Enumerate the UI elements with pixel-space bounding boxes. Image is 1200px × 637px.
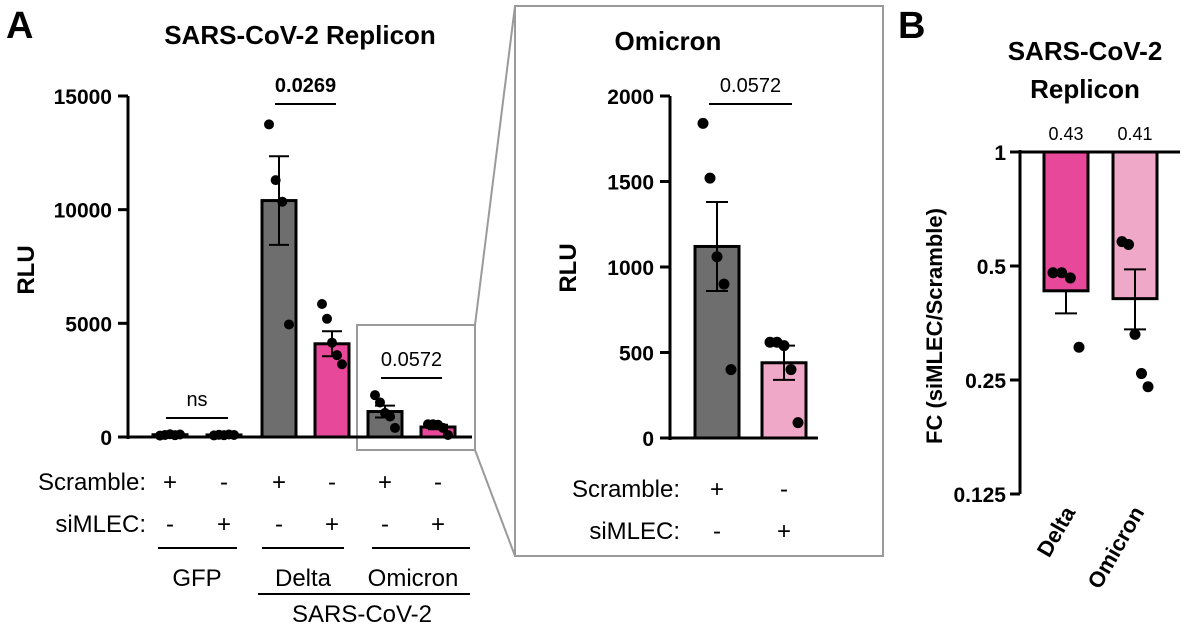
panel-b-data-point	[1129, 328, 1141, 340]
panel-a-title: SARS-CoV-2 Replicon	[164, 20, 436, 50]
panel-a-data-point	[277, 196, 288, 207]
panel-a-comparison-label: 0.0572	[381, 349, 442, 371]
panel-a-data-point	[317, 299, 327, 310]
panel-b-ytick-label: 0.125	[953, 484, 1006, 507]
panel-a-data-point	[229, 429, 239, 440]
inset-ytick-label: 2000	[607, 86, 654, 109]
panel-a-group-delta: Delta	[275, 565, 332, 592]
panel-a-data-point	[337, 359, 347, 370]
inset-row-simlec: siMLEC:	[589, 518, 680, 545]
panel-b-ytick-label: 0.25	[965, 370, 1006, 393]
panel-b-title-line1: SARS-CoV-2	[1008, 36, 1163, 66]
panel-a-scramble-sign: -	[220, 469, 228, 496]
panel-a-scramble-sign: +	[272, 469, 286, 496]
panel-a-ytick-label: 5000	[65, 313, 112, 336]
panel-a-ytick-label: 0	[100, 427, 112, 450]
panel-a-comparison-label: ns	[186, 389, 207, 411]
inset-comparison-label: 0.0572	[720, 75, 781, 97]
panel-a-simlec-sign: -	[381, 511, 389, 538]
panel-b-data-point	[1123, 238, 1134, 250]
panel-a-data-point	[175, 429, 185, 440]
panel-b-category-label: Omicron	[1082, 502, 1149, 593]
panel-a-row-simlec: siMLEC:	[55, 511, 146, 538]
panel-b-data-point	[1136, 368, 1147, 380]
panel-a-simlec-sign: +	[217, 511, 231, 538]
panel-a-ytick-label: 15000	[54, 86, 112, 109]
inset-ytick-label: 1500	[607, 172, 654, 195]
panel-a-scramble-sign: +	[378, 469, 392, 496]
panel-a-data-point	[270, 175, 281, 186]
panel-a-data-point	[385, 411, 395, 422]
panel-a-group-gfp: GFP	[172, 565, 221, 592]
panel-b-data-point	[1047, 267, 1059, 279]
panel-a-group-omicron: Omicron	[368, 565, 459, 592]
panel-a-comparison-label: 0.0269	[275, 75, 336, 97]
panel-label-b: B	[898, 5, 925, 47]
panel-a-simlec-sign: -	[166, 511, 174, 538]
panel-a-data-point	[375, 397, 385, 408]
inset-title: Omicron	[615, 26, 722, 56]
panel-a-simlec-sign: +	[325, 511, 339, 538]
panel-a-data-point	[332, 350, 342, 361]
panel-a-data-point	[327, 337, 337, 348]
inset-scramble-sign: +	[710, 476, 724, 503]
panel-a-simlec-sign: -	[275, 511, 283, 538]
panel-a-row-scramble: Scramble:	[38, 469, 146, 496]
inset-connector-bottom	[474, 449, 516, 557]
panel-b-category-label: Delta	[1032, 501, 1081, 561]
panel-a-data-point	[390, 422, 400, 433]
panel-a-data-point	[284, 319, 294, 330]
inset-data-point	[704, 172, 716, 184]
inset-simlec-sign: -	[713, 518, 721, 545]
inset-data-point	[785, 364, 797, 376]
panel-b-ylabel: FC (siMLEC/Scramble)	[922, 208, 947, 444]
inset-simlec-sign: +	[777, 518, 791, 545]
panel-b-value-label: 0.41	[1117, 124, 1152, 144]
panel-b-title-line2: Replicon	[1030, 74, 1140, 104]
panel-a-ytick-label: 10000	[54, 200, 112, 223]
inset-zoom-box	[356, 324, 476, 451]
panel-label-a: A	[6, 5, 33, 47]
inset-data-point	[778, 340, 790, 352]
chart-marks: 050001000015000+--++--++--+ns0.02690.057…	[54, 75, 1180, 593]
inset-ylabel: RLU	[555, 243, 582, 292]
panel-a-data-point	[443, 429, 453, 440]
panel-a-data-point	[322, 313, 332, 324]
panel-a-data-point	[370, 390, 380, 401]
inset-data-point	[711, 251, 723, 263]
panel-a-simlec-sign: +	[431, 511, 445, 538]
panel-b-value-label: 0.43	[1048, 124, 1083, 144]
inset-data-point	[725, 364, 737, 376]
inset-data-point	[697, 117, 709, 129]
inset-ytick-label: 500	[619, 343, 654, 366]
panel-a-data-point	[264, 119, 274, 130]
panel-a-scramble-sign: +	[163, 469, 177, 496]
inset-data-point	[792, 417, 804, 429]
inset-connector-top	[474, 5, 516, 326]
inset-ytick-label: 0	[642, 428, 654, 451]
inset-row-scramble: Scramble:	[572, 476, 680, 503]
panel-a-scramble-sign: -	[434, 469, 442, 496]
inset-scramble-sign: -	[780, 476, 788, 503]
panel-b-ytick-label: 1	[994, 142, 1006, 165]
panel-b-ytick-label: 0.5	[977, 256, 1007, 279]
panel-b-data-point	[1056, 267, 1068, 279]
panel-a-bar	[313, 342, 351, 439]
panel-a-super-label: SARS-CoV-2	[292, 601, 432, 628]
panel-b-data-point	[1142, 381, 1154, 393]
panel-a-scramble-sign: -	[328, 469, 336, 496]
panel-a-ylabel: RLU	[13, 245, 40, 294]
inset-data-point	[718, 278, 730, 290]
inset-panel-border	[514, 5, 884, 557]
panel-a-data-point	[438, 422, 448, 433]
panel-b-data-point	[1073, 341, 1085, 353]
inset-ytick-label: 1000	[607, 257, 654, 280]
panel-b-data-point	[1064, 272, 1076, 284]
